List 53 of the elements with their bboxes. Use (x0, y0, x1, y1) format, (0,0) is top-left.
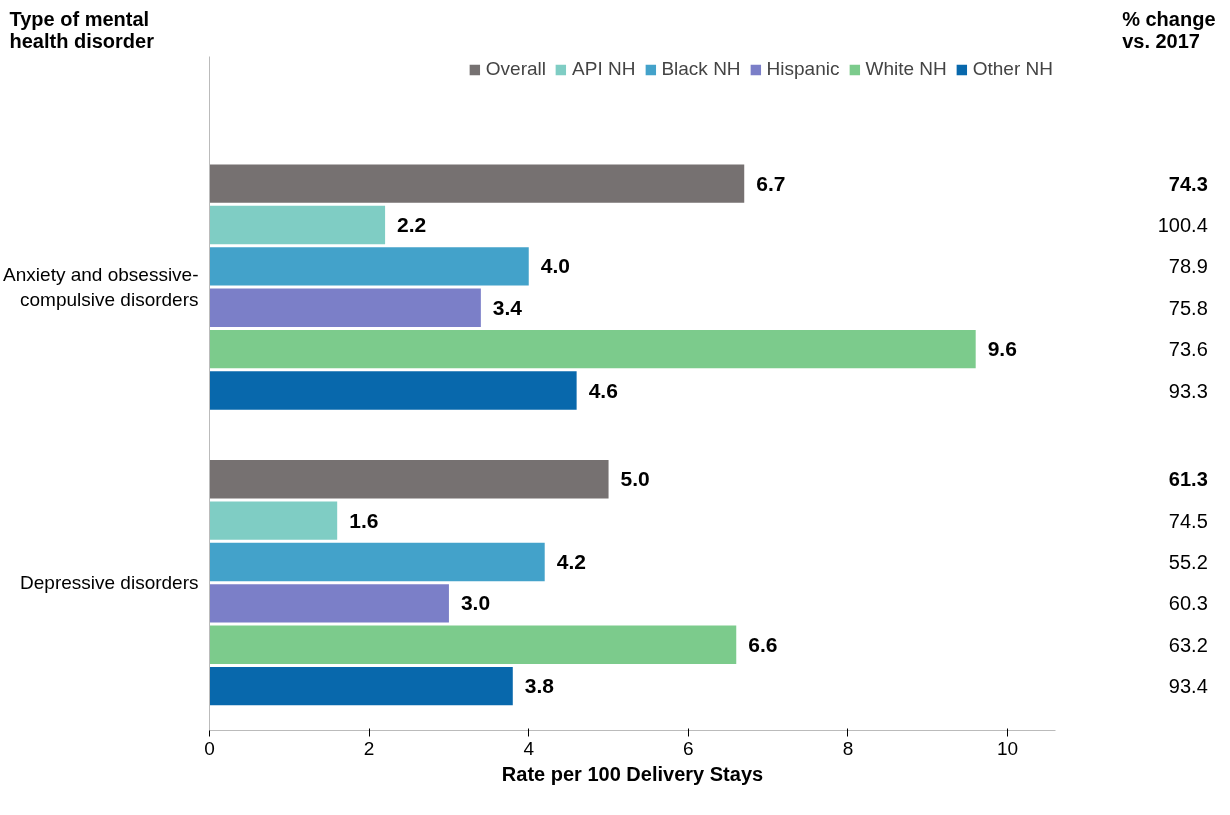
text: 73.6 (1168, 338, 1208, 361)
bar (209, 371, 577, 410)
x-tick-label: 10 (997, 737, 1019, 759)
text: 55.2 (1168, 551, 1208, 573)
data-label: 1.6 (349, 508, 379, 532)
bar (209, 329, 976, 369)
text: 63.2 (1168, 633, 1208, 656)
data-label: 5.0 (620, 467, 650, 491)
data-label: 3.0 (460, 591, 491, 615)
data-label: 6.7 (756, 171, 786, 195)
data-label: 4.6 (588, 378, 618, 402)
text: 93.3 (1168, 379, 1208, 402)
bar (209, 584, 449, 623)
bar (209, 501, 338, 540)
bar (209, 205, 386, 245)
bar (209, 247, 529, 286)
text: Type of mental health disorder (9, 7, 155, 52)
legend-label: White NH (865, 58, 947, 80)
data-label: 2.2 (397, 213, 427, 236)
bar (209, 164, 745, 203)
text: 74.3 (1168, 172, 1208, 195)
bar (209, 666, 513, 706)
legend-label: API NH (572, 58, 636, 80)
bar (209, 288, 481, 327)
legend-label: Overall (485, 58, 547, 80)
data-label: 3.8 (524, 674, 555, 698)
bar (209, 542, 545, 582)
x-tick-label: 0 (204, 737, 215, 759)
legend-label: Other NH (972, 58, 1053, 80)
y-tick-label: Depressive disorders (20, 572, 199, 594)
data-label: 6.6 (748, 632, 778, 656)
data-label: 4.2 (556, 550, 586, 573)
text: 75.8 (1168, 296, 1208, 319)
x-tick-label: 4 (523, 737, 535, 759)
text: 61.3 (1168, 468, 1208, 491)
text: 74.5 (1168, 509, 1208, 532)
bar (209, 460, 609, 499)
text: % change vs. 2017 (1122, 7, 1216, 52)
text: 100.4 (1157, 214, 1208, 236)
data-label: 4.0 (540, 254, 570, 278)
text: 93.4 (1168, 675, 1208, 698)
x-tick-label: 8 (842, 737, 854, 759)
bar (209, 625, 737, 664)
data-label: 9.6 (987, 337, 1017, 361)
data-label: 3.4 (492, 295, 523, 319)
legend-label: Black NH (661, 58, 741, 80)
x-axis-title: Rate per 100 Delivery Stays (501, 762, 764, 785)
text: 60.3 (1168, 592, 1208, 615)
x-tick-label: 2 (363, 737, 375, 759)
text: 78.9 (1168, 255, 1208, 278)
legend-label: Hispanic (766, 58, 840, 80)
y-tick-label: Anxiety and obsessive-compulsive disorders (3, 263, 199, 311)
x-tick-label: 6 (683, 737, 694, 759)
